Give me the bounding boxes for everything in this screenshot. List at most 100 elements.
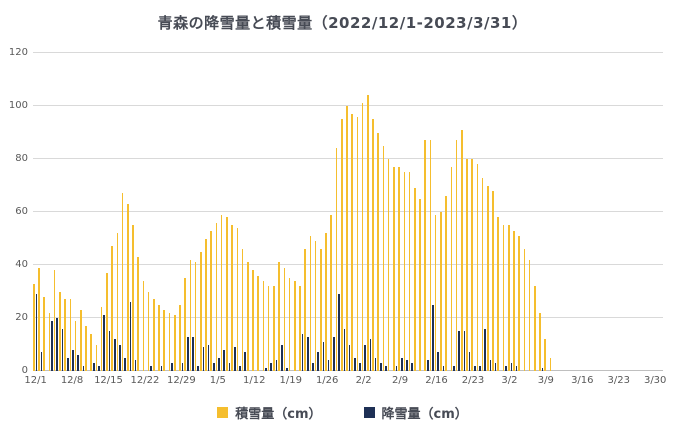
depth-bar-2/11 <box>408 172 411 371</box>
bar-group-12/28 <box>173 53 178 371</box>
bar-group-12/11 <box>85 53 89 371</box>
bar-group-3/27 <box>638 53 642 371</box>
x-tick-label-2/23: 2/23 <box>461 375 485 386</box>
snowfall-bar-2/2 <box>364 344 366 371</box>
y-tick-label-60: 60 <box>15 206 28 217</box>
snowfall-bar-3/8 <box>541 368 544 371</box>
bar-group-12/27 <box>168 53 173 371</box>
bar-group-2/17 <box>440 53 445 371</box>
depth-bar-12/31 <box>189 259 192 371</box>
snowfall-bar-2/6 <box>385 365 387 371</box>
bar-group-1/8 <box>231 53 236 371</box>
bars <box>33 53 663 371</box>
depth-bar-12/29 <box>179 304 181 371</box>
bar-group-2/15 <box>429 53 434 371</box>
snowfall-bar-1/14 <box>265 368 267 371</box>
depth-bar-12/10 <box>79 310 82 371</box>
snowfall-bar-12/12 <box>93 363 95 371</box>
y-tick-label-0: 0 <box>21 365 28 376</box>
bar-group-1/12 <box>252 53 256 371</box>
depth-bar-12/24 <box>153 299 155 371</box>
bar-group-3/5 <box>523 53 528 371</box>
depth-bar-2/9 <box>398 166 400 371</box>
bar-group-2/13 <box>419 53 423 371</box>
bar-group-2/16 <box>434 53 440 371</box>
depth-bar-2/17 <box>440 212 442 371</box>
bar-group-1/20 <box>293 53 298 371</box>
gridline-120 <box>33 52 663 53</box>
depth-bar-1/1 <box>194 262 197 371</box>
depth-bar-2/8 <box>393 166 395 371</box>
depth-bar-1/11 <box>246 262 249 371</box>
snowfall-bar-12/16 <box>113 339 116 371</box>
depth-bar-12/13 <box>95 344 98 371</box>
snowfall-bar-1/15 <box>270 363 273 371</box>
bar-group-3/25 <box>628 53 632 371</box>
x-tick-label-3/9: 3/9 <box>537 375 554 386</box>
snowfall-bar-1/25 <box>322 341 325 371</box>
snowfall-bar-1/2 <box>202 347 205 371</box>
x-tick-label-12/15: 12/15 <box>94 375 123 386</box>
bar-group-2/5 <box>377 53 382 371</box>
bar-group-1/2 <box>200 53 205 371</box>
depth-bar-12/27 <box>168 312 171 371</box>
snowfall-bar-3/2 <box>510 363 513 371</box>
depth-bar-12/23 <box>147 291 150 371</box>
bar-group-12/17 <box>116 53 121 371</box>
bar-group-1/26 <box>325 53 330 371</box>
snowfall-bar-2/24 <box>479 365 481 371</box>
bar-group-2/19 <box>450 53 455 371</box>
snowfall-bar-1/24 <box>317 352 320 371</box>
depth-bar-1/30 <box>346 106 348 371</box>
depth-bar-12/8 <box>69 299 72 371</box>
depth-bar-2/4 <box>372 119 374 371</box>
bar-group-1/3 <box>205 53 210 371</box>
depth-bar-3/10 <box>549 357 552 371</box>
x-tick-label-12/22: 12/22 <box>130 375 160 386</box>
snowfall-bar-2/20 <box>458 331 460 371</box>
depth-bar-3/2 <box>507 225 510 371</box>
snowfall-bar-2/14 <box>427 360 429 371</box>
x-tick-label-12/29: 12/29 <box>166 375 196 386</box>
snowfall-swatch-icon <box>363 407 375 418</box>
x-tick-label-3/2: 3/2 <box>501 375 518 386</box>
bar-group-1/17 <box>278 53 283 371</box>
snowfall-bar-12/31 <box>192 336 194 371</box>
snowfall-bar-2/5 <box>380 363 382 371</box>
bar-group-1/28 <box>335 53 340 371</box>
bar-group-3/12 <box>560 53 564 371</box>
snowfall-bar-12/1 <box>35 294 38 371</box>
depth-bar-3/3 <box>513 230 515 371</box>
snowfall-bar-2/22 <box>468 352 471 371</box>
depth-bar-2/12 <box>413 188 416 371</box>
depth-bar-1/25 <box>320 249 322 371</box>
depth-bar-1/7 <box>226 217 228 371</box>
snowfall-bar-12/6 <box>61 328 64 371</box>
snowfall-bar-12/14 <box>103 315 106 371</box>
bar-group-2/7 <box>387 53 392 371</box>
legend-item-depth: 積雪量（cm） <box>217 403 322 422</box>
depth-bar-12/19 <box>126 204 129 371</box>
depth-bar-2/18 <box>445 196 447 371</box>
legend-snowfall-label: 降雪量（cm） <box>381 407 468 422</box>
x-tick-label-1/26: 1/26 <box>315 375 339 386</box>
gridline-80 <box>33 158 663 159</box>
bar-group-3/15 <box>576 53 580 371</box>
bar-group-12/24 <box>153 53 157 371</box>
depth-bar-3/1 <box>502 225 505 371</box>
bar-group-12/5 <box>53 53 59 371</box>
bar-group-3/6 <box>528 53 533 371</box>
legend: 積雪量（cm） 降雪量（cm） <box>0 403 685 422</box>
bar-group-3/20 <box>602 53 606 371</box>
snowfall-bar-12/15 <box>108 331 111 371</box>
snowfall-bar-2/3 <box>369 339 372 371</box>
depth-bar-12/25 <box>158 304 160 371</box>
gridline-20 <box>33 317 663 318</box>
depth-bar-1/31 <box>351 113 353 371</box>
depth-bar-2/16 <box>434 214 437 371</box>
snowfall-bar-2/1 <box>359 363 361 371</box>
depth-bar-12/1 <box>33 283 35 371</box>
y-tick-label-120: 120 <box>8 47 28 58</box>
snowfall-bar-2/9 <box>400 357 403 371</box>
